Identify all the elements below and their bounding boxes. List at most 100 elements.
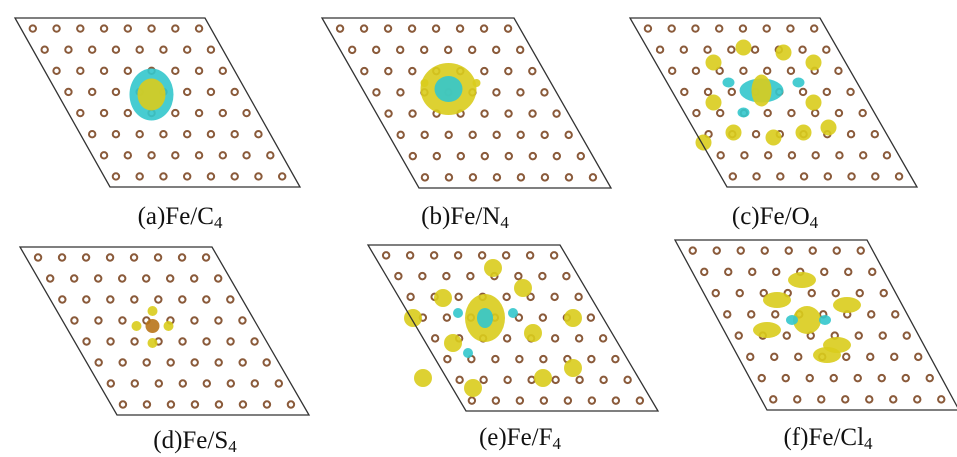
atom — [823, 46, 829, 52]
atom — [71, 275, 77, 281]
density-lobe — [793, 78, 805, 88]
atom — [904, 332, 910, 338]
atom — [83, 254, 89, 260]
atom — [624, 377, 630, 383]
atom — [125, 25, 131, 31]
atom — [879, 375, 885, 381]
atom — [847, 89, 853, 95]
atom — [65, 89, 71, 95]
atom — [255, 173, 261, 179]
panel — [675, 240, 957, 410]
atom — [108, 380, 114, 386]
caption-label: (f)Fe/Cl — [783, 424, 864, 451]
atom — [890, 396, 896, 402]
atom — [824, 89, 830, 95]
density-lobe — [508, 308, 518, 318]
atom — [590, 174, 596, 180]
atom — [167, 275, 173, 281]
atom — [753, 131, 759, 137]
atom — [552, 377, 558, 383]
atom — [834, 247, 840, 253]
atom — [529, 68, 535, 74]
atom — [505, 110, 511, 116]
atom — [101, 152, 107, 158]
atom — [866, 396, 872, 402]
atom — [481, 110, 487, 116]
atom — [89, 89, 95, 95]
atom — [35, 254, 41, 260]
atom — [541, 132, 547, 138]
atom — [540, 314, 546, 320]
atom — [859, 110, 865, 116]
atom — [131, 254, 137, 260]
caption: (e)Fe/F4 — [479, 424, 562, 453]
atom — [179, 296, 185, 302]
atom — [884, 152, 890, 158]
caption-label: (b)Fe/N — [421, 203, 500, 230]
atom — [95, 275, 101, 281]
atom — [517, 47, 523, 53]
atom — [645, 25, 651, 31]
atom — [789, 152, 795, 158]
atom — [119, 317, 125, 323]
atom — [725, 269, 731, 275]
atom — [443, 273, 449, 279]
atom — [539, 273, 545, 279]
atom — [517, 89, 523, 95]
atom — [276, 380, 282, 386]
density-lobe — [463, 348, 473, 358]
atom — [95, 359, 101, 365]
atom — [848, 173, 854, 179]
atom — [747, 354, 753, 360]
caption-subscript: 4 — [228, 437, 237, 456]
atom — [833, 290, 839, 296]
panel — [15, 18, 300, 187]
atom — [421, 132, 427, 138]
atom — [456, 377, 462, 383]
atom — [551, 294, 557, 300]
atom — [714, 247, 720, 253]
atom — [184, 173, 190, 179]
atom — [203, 296, 209, 302]
atom — [701, 269, 707, 275]
atom — [215, 275, 221, 281]
atom — [445, 132, 451, 138]
atom — [431, 252, 437, 258]
atom — [227, 296, 233, 302]
atom — [243, 110, 249, 116]
atom — [809, 290, 815, 296]
atom — [493, 47, 499, 53]
cell-outline — [368, 245, 658, 411]
atom — [504, 335, 510, 341]
cell-outline — [20, 247, 309, 415]
cell-outline — [630, 18, 917, 187]
density-lobe — [484, 259, 502, 277]
atom — [517, 132, 523, 138]
atom — [482, 153, 488, 159]
caption-label: (c)Fe/O — [732, 203, 810, 230]
atom — [385, 25, 391, 31]
atom — [184, 46, 190, 52]
atom — [681, 46, 687, 52]
atom — [716, 25, 722, 31]
atom — [191, 317, 197, 323]
atom — [397, 89, 403, 95]
atom — [136, 173, 142, 179]
atom — [125, 110, 131, 116]
atom — [563, 273, 569, 279]
atom — [155, 254, 161, 260]
atom — [458, 153, 464, 159]
atom — [855, 375, 861, 381]
atom — [184, 131, 190, 137]
atom — [132, 380, 138, 386]
atom — [831, 375, 837, 381]
caption-subscript: 4 — [553, 434, 562, 453]
atom — [493, 132, 499, 138]
atom — [470, 174, 476, 180]
panel — [630, 18, 917, 187]
atom — [101, 110, 107, 116]
atom — [764, 68, 770, 74]
atom — [503, 252, 509, 258]
atom — [373, 89, 379, 95]
atom — [787, 25, 793, 31]
